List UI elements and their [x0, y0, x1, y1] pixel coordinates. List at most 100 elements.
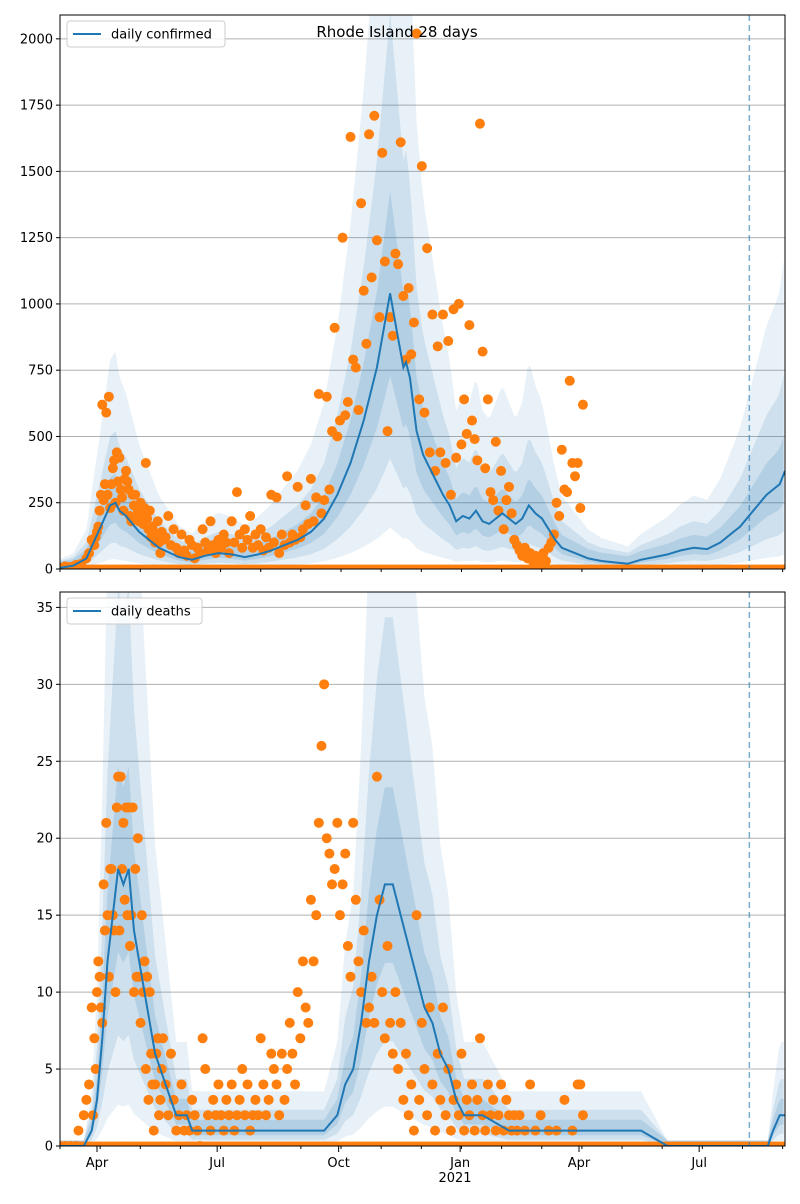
observed-point — [445, 489, 456, 500]
observed-point — [142, 513, 153, 524]
observed-point — [98, 879, 109, 890]
observed-point — [255, 524, 266, 535]
observed-point — [556, 444, 567, 455]
observed-point — [424, 1002, 435, 1013]
y-tick-label: 5 — [45, 1063, 53, 1078]
observed-point — [332, 817, 343, 828]
observed-point — [311, 492, 322, 503]
observed-point — [546, 537, 557, 548]
observed-point — [94, 971, 105, 982]
observed-point — [176, 1079, 187, 1090]
y-tick-label: 1250 — [20, 231, 53, 246]
observed-point — [456, 439, 467, 450]
observed-point — [237, 1064, 248, 1075]
observed-point — [485, 487, 496, 498]
observed-point — [356, 198, 367, 209]
observed-point — [377, 147, 388, 158]
observed-point — [366, 971, 377, 982]
observed-point — [551, 497, 562, 508]
observed-point — [176, 529, 187, 540]
observed-point — [189, 1110, 200, 1121]
observed-point — [126, 910, 137, 921]
observed-point — [103, 391, 114, 402]
observed-point — [115, 771, 126, 782]
observed-point — [107, 463, 118, 474]
observed-point — [268, 537, 279, 548]
observed-point — [559, 1094, 570, 1105]
observed-point — [152, 516, 163, 527]
deaths-uncertainty-bands — [60, 592, 784, 1146]
uncertainty-band — [60, 592, 784, 1146]
observed-point — [416, 161, 427, 172]
observed-point — [477, 346, 488, 357]
observed-point — [119, 894, 130, 905]
observed-point — [469, 1125, 480, 1136]
deaths-model-line — [60, 868, 785, 1146]
legend-label-confirmed: daily confirmed — [111, 28, 212, 43]
observed-point — [414, 1094, 425, 1105]
observed-point — [390, 987, 401, 998]
observed-point — [467, 1079, 478, 1090]
observed-point — [379, 256, 390, 267]
observed-point — [292, 987, 303, 998]
y-tick-label: 1750 — [20, 99, 53, 114]
observed-point — [406, 1079, 417, 1090]
observed-point — [140, 1064, 151, 1075]
observed-point — [324, 484, 335, 495]
observed-point — [385, 1017, 396, 1028]
observed-point — [353, 404, 364, 415]
deaths-y-ticks: 0 5 10 15 20 25 30 35 — [36, 601, 60, 1155]
observed-point — [472, 455, 483, 466]
observed-point — [316, 508, 327, 519]
observed-point — [345, 131, 356, 142]
observed-point — [427, 1079, 438, 1090]
observed-point — [168, 524, 179, 535]
observed-point — [395, 1017, 406, 1028]
y-tick-label: 35 — [36, 601, 53, 616]
observed-point — [117, 492, 128, 503]
observed-point — [263, 1094, 274, 1105]
observed-point — [430, 1125, 441, 1136]
observed-point — [435, 447, 446, 458]
observed-point — [93, 956, 104, 967]
observed-point — [300, 500, 311, 511]
observed-point — [165, 1048, 176, 1059]
observed-point — [313, 389, 324, 400]
observed-point — [474, 118, 485, 129]
legend-label-deaths: daily deaths — [111, 605, 191, 620]
observed-point — [514, 1110, 525, 1121]
observed-point — [305, 894, 316, 905]
observed-point — [213, 1079, 224, 1090]
x-tick-label: Jul — [208, 1156, 225, 1171]
observed-point — [353, 956, 364, 967]
y-tick-label: 2000 — [20, 32, 53, 47]
observed-point — [419, 407, 430, 418]
observed-point — [493, 1110, 504, 1121]
observed-point — [474, 1033, 485, 1044]
observed-point — [575, 503, 586, 514]
observed-point — [229, 537, 240, 548]
observed-point — [197, 524, 208, 535]
observed-point — [128, 987, 139, 998]
observed-point — [779, 564, 785, 569]
observed-point — [482, 1079, 493, 1090]
y-tick-label: 30 — [36, 678, 53, 693]
observed-point — [337, 232, 348, 243]
observed-point — [276, 1048, 287, 1059]
observed-point — [316, 740, 327, 751]
observed-point — [234, 1094, 245, 1105]
observed-point — [461, 428, 472, 439]
observed-point — [369, 1017, 380, 1028]
observed-point — [385, 312, 396, 323]
observed-point — [427, 309, 438, 320]
uncertainty-band — [60, 766, 784, 1146]
observed-point — [358, 285, 369, 296]
observed-point — [501, 495, 512, 506]
observed-point — [242, 534, 253, 545]
observed-point — [422, 243, 433, 254]
observed-point — [216, 1110, 227, 1121]
confirmed-y-ticks: 0 250 500 750 1000 1250 1500 1750 2000 — [20, 32, 60, 578]
observed-point — [295, 1033, 306, 1044]
observed-point — [142, 971, 153, 982]
observed-point — [440, 1110, 451, 1121]
